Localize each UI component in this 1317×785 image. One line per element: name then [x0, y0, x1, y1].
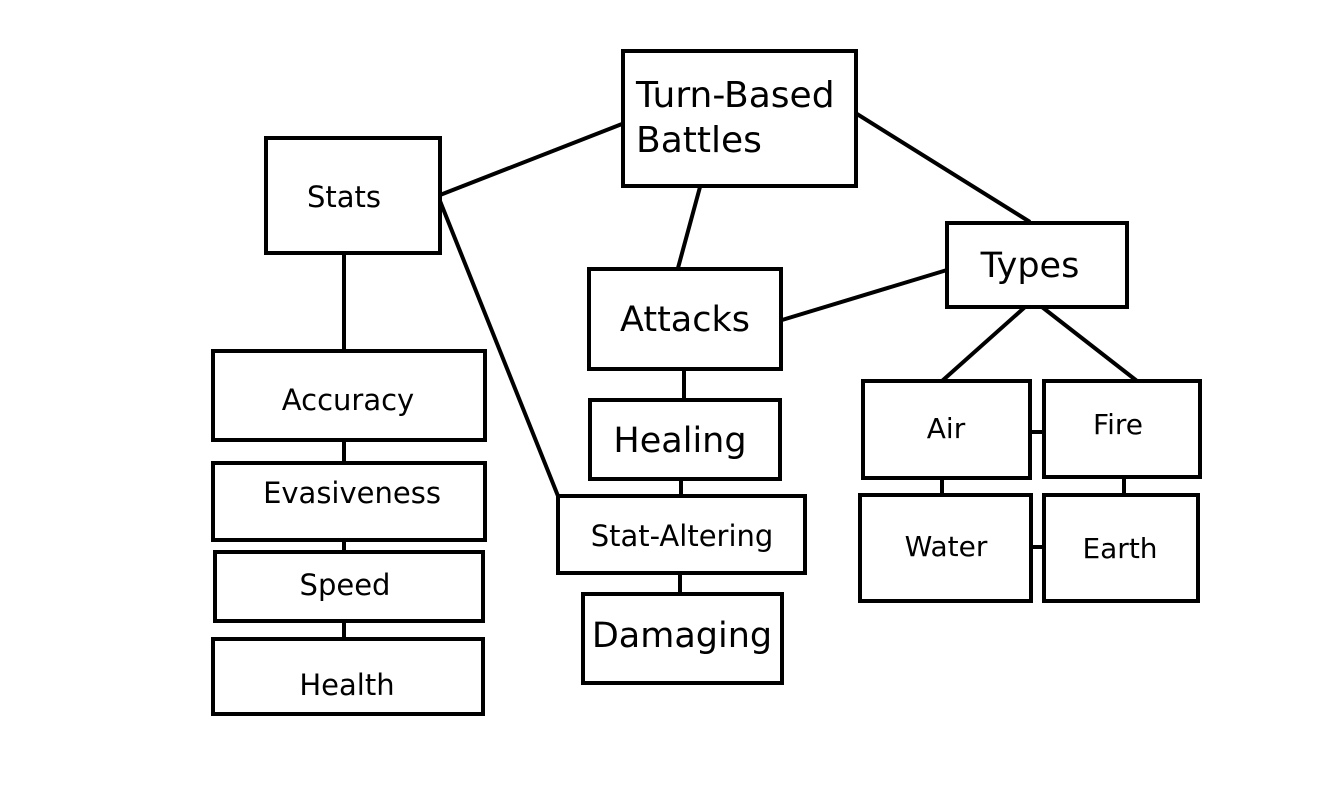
node-stats-label: Stats: [307, 180, 381, 214]
node-speed: Speed: [213, 550, 485, 623]
node-damaging-label: Damaging: [592, 616, 772, 656]
node-stat-altering-label: Stat-Altering: [591, 519, 774, 553]
edge-attacks-types: [781, 268, 948, 322]
edge-stats-stat-altering: [438, 200, 560, 497]
edge-types-air: [940, 305, 1027, 383]
node-health: Health: [211, 637, 485, 716]
node-fire: Fire: [1042, 379, 1202, 479]
edge-root-attacks: [676, 186, 702, 269]
node-fire-label: Fire: [1093, 408, 1143, 441]
node-attacks-label: Attacks: [620, 300, 750, 340]
node-healing: Healing: [588, 398, 782, 481]
node-earth-label: Earth: [1082, 532, 1157, 565]
node-types-label: Types: [980, 246, 1080, 286]
node-types: Types: [945, 221, 1129, 309]
node-turn-based-battles-label-line-1: Turn-Based: [635, 75, 835, 116]
node-water-label: Water: [905, 530, 988, 563]
node-stat-altering: Stat-Altering: [556, 494, 807, 575]
node-attacks: Attacks: [587, 267, 783, 371]
node-turn-based-battles-label-line-2: Battles: [636, 120, 762, 161]
node-speed-label: Speed: [300, 568, 391, 602]
node-earth: Earth: [1042, 493, 1200, 603]
edges: [342, 112, 1139, 639]
node-stats: Stats: [264, 136, 442, 255]
node-health-label: Health: [299, 668, 394, 702]
nodes: Turn-Based Battles Stats Attacks Types A…: [211, 49, 1202, 716]
edge-root-stats: [439, 122, 623, 197]
node-healing-label: Healing: [613, 421, 746, 461]
node-damaging: Damaging: [581, 592, 784, 685]
node-turn-based-battles: Turn-Based Battles: [621, 49, 858, 188]
edge-root-types: [855, 112, 1032, 224]
node-accuracy-label: Accuracy: [282, 383, 414, 417]
node-air: Air: [861, 379, 1032, 480]
node-air-label: Air: [927, 412, 966, 445]
node-evasiveness-label: Evasiveness: [263, 476, 441, 510]
edge-types-fire: [1040, 305, 1139, 383]
node-water: Water: [858, 493, 1033, 603]
node-accuracy: Accuracy: [211, 349, 487, 442]
node-evasiveness: Evasiveness: [211, 461, 487, 542]
